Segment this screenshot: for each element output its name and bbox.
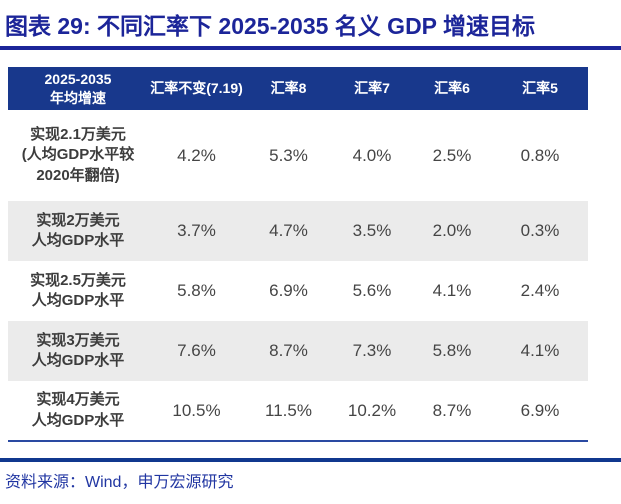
row-label: 实现2.5万美元 人均GDP水平: [30, 271, 126, 309]
table-header: 2025-2035 年均增速 汇率不变(7.19) 汇率8 汇率7 汇率6 汇率…: [8, 67, 588, 110]
table-row: 实现2.5万美元 人均GDP水平 5.8% 6.9% 5.6% 4.1% 2.4…: [8, 261, 588, 321]
value-cell: 4.7%: [269, 221, 308, 240]
value-cell: 5.8%: [432, 341, 472, 360]
value-cell: 2.4%: [520, 281, 560, 300]
col-header-rate-7: 汇率7: [332, 67, 412, 110]
value-cell: 6.9%: [520, 400, 560, 420]
row-label: 实现3万美元 人均GDP水平: [31, 331, 125, 369]
table-row: 实现3万美元 人均GDP水平 7.6% 8.7% 7.3% 5.8% 4.1%: [8, 321, 588, 381]
value-cell: 0.8%: [520, 145, 560, 165]
table-row: 实现2.1万美元 (人均GDP水平较 2020年翻倍) 4.2% 5.3% 4.…: [8, 110, 588, 201]
value-cell: 5.8%: [177, 281, 216, 300]
row-label: 实现4万美元 人均GDP水平: [31, 391, 125, 429]
value-cell: 4.0%: [352, 145, 392, 165]
table-body: 实现2.1万美元 (人均GDP水平较 2020年翻倍) 4.2% 5.3% 4.…: [8, 110, 588, 441]
gdp-growth-target-table: 2025-2035 年均增速 汇率不变(7.19) 汇率8 汇率7 汇率6 汇率…: [8, 67, 588, 442]
table-container: 2025-2035 年均增速 汇率不变(7.19) 汇率8 汇率7 汇率6 汇率…: [8, 67, 588, 442]
value-cell: 2.0%: [432, 221, 472, 240]
value-cell: 4.2%: [177, 145, 216, 165]
col-header-rate-6: 汇率6: [412, 67, 492, 110]
col-header-scenario: 2025-2035 年均增速: [8, 67, 148, 110]
value-cell: 4.1%: [520, 341, 560, 360]
value-cell: 10.5%: [172, 400, 221, 420]
value-cell: 2.5%: [432, 145, 472, 165]
row-label: 实现2万美元 人均GDP水平: [31, 211, 125, 249]
report-figure: 图表 29: 不同汇率下 2025-2035 名义 GDP 增速目标 2025-…: [0, 13, 621, 491]
value-cell: 11.5%: [265, 400, 312, 420]
table-row: 实现4万美元 人均GDP水平 10.5% 11.5% 10.2% 8.7% 6.…: [8, 381, 588, 441]
section-divider: [0, 458, 621, 462]
row-label: 实现2.1万美元 (人均GDP水平较 2020年翻倍): [21, 126, 135, 184]
value-cell: 7.6%: [177, 341, 216, 360]
value-cell: 7.3%: [352, 341, 392, 360]
col-header-rate-5: 汇率5: [492, 67, 588, 110]
value-cell: 6.9%: [269, 281, 308, 300]
value-cell: 5.6%: [352, 281, 392, 300]
col-header-rate-8: 汇率8: [245, 67, 332, 110]
title-underline: [0, 46, 621, 50]
value-cell: 8.7%: [269, 341, 308, 360]
value-cell: 3.5%: [352, 221, 392, 240]
value-cell: 8.7%: [432, 400, 472, 420]
source-note: 资料来源：Wind，申万宏源研究: [5, 474, 234, 491]
figure-title: 图表 29: 不同汇率下 2025-2035 名义 GDP 增速目标: [5, 13, 535, 39]
value-cell: 10.2%: [347, 400, 397, 420]
value-cell: 5.3%: [269, 145, 308, 165]
value-cell: 3.7%: [177, 221, 216, 240]
header-row: 2025-2035 年均增速 汇率不变(7.19) 汇率8 汇率7 汇率6 汇率…: [8, 67, 588, 110]
value-cell: 0.3%: [520, 221, 560, 240]
value-cell: 4.1%: [432, 281, 472, 300]
table-row: 实现2万美元 人均GDP水平 3.7% 4.7% 3.5% 2.0% 0.3%: [8, 201, 588, 261]
col-header-rate-unchanged: 汇率不变(7.19): [148, 67, 245, 110]
